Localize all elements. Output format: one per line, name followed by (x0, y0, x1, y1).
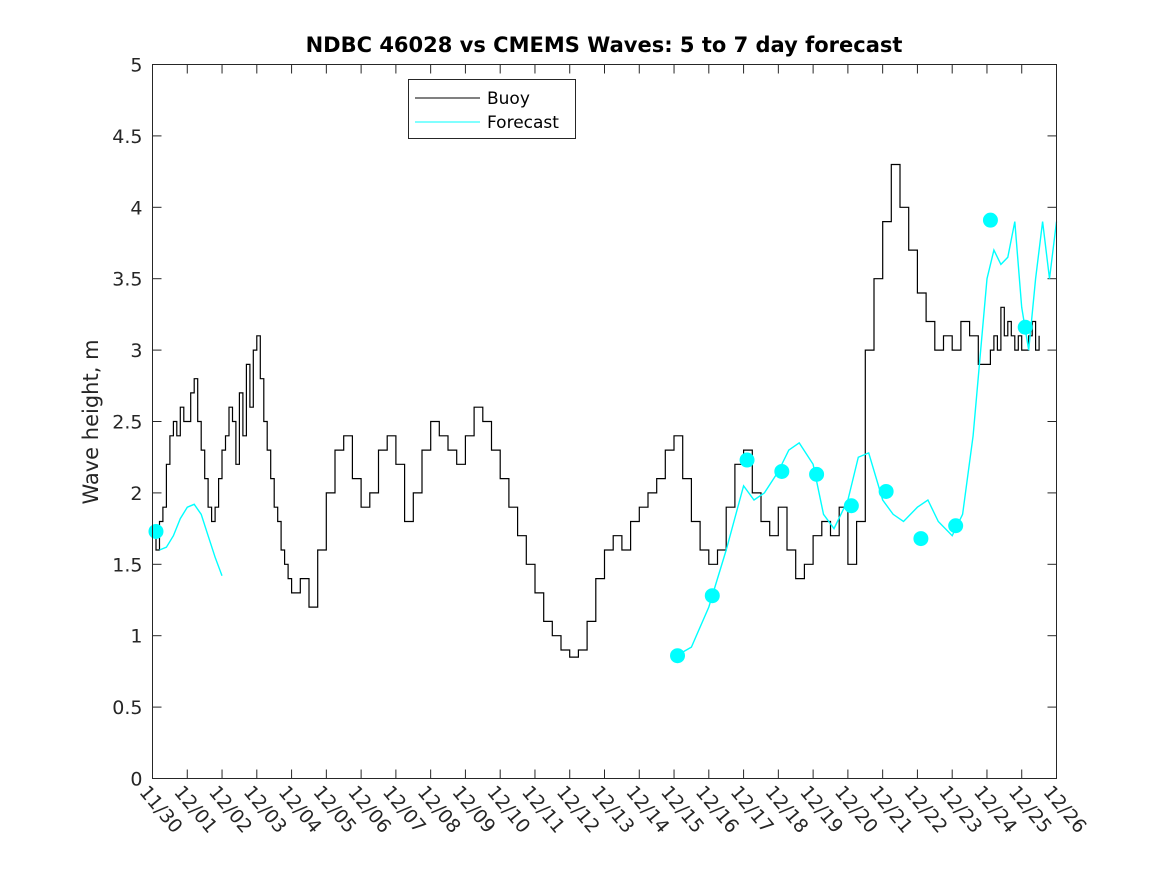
forecast-marker (809, 466, 825, 482)
forecast-marker (774, 463, 790, 479)
y-tick-label: 0.5 (112, 697, 142, 719)
forecast-marker (148, 523, 164, 539)
series-forecast-line (159, 503, 223, 576)
y-tick-label: 4.5 (112, 126, 142, 148)
forecast-marker (982, 212, 998, 228)
legend-forecast-label: Forecast (487, 113, 559, 133)
y-tick-label: 3 (130, 340, 142, 362)
forecast-marker (913, 531, 929, 547)
legend-box (408, 79, 576, 139)
y-tick-label: 2.5 (112, 412, 142, 434)
series-forecast-line (673, 221, 1058, 658)
y-axis-label: Wave height, m (79, 339, 103, 504)
legend-buoy-label: Buoy (487, 89, 530, 109)
forecast-marker (878, 483, 894, 499)
y-tick-label: 1.5 (112, 554, 142, 576)
series-buoy-line (152, 163, 1040, 658)
y-tick-label: 3.5 (112, 269, 142, 291)
y-tick-label: 5 (130, 55, 142, 77)
forecast-marker (704, 588, 720, 604)
chart-title: NDBC 46028 vs CMEMS Waves: 5 to 7 day fo… (306, 33, 903, 57)
forecast-marker (670, 648, 686, 664)
forecast-marker (1017, 319, 1033, 335)
forecast-marker (843, 498, 859, 514)
y-tick-label: 1 (130, 626, 142, 648)
forecast-marker (739, 452, 755, 468)
y-tick-label: 0 (130, 769, 142, 791)
y-tick-label: 4 (130, 197, 142, 219)
y-tick-label: 2 (130, 483, 142, 505)
axes-box (152, 64, 1057, 779)
legend: Buoy Forecast (408, 79, 576, 139)
forecast-marker (948, 518, 964, 534)
